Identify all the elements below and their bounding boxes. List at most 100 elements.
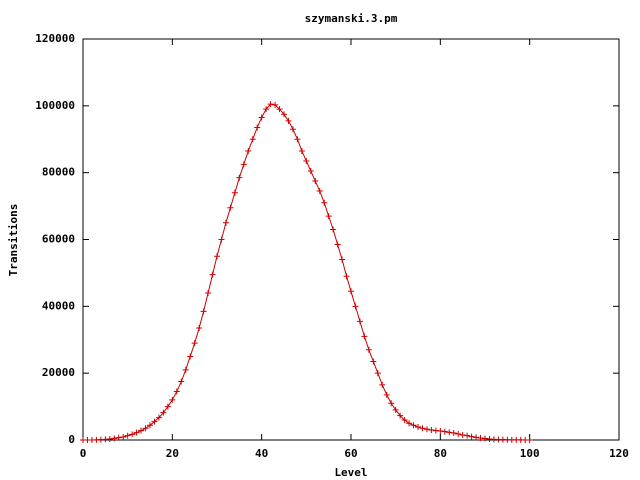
point-marker [267, 101, 274, 108]
point-marker [151, 418, 158, 425]
point-marker [169, 396, 176, 403]
point-marker [334, 241, 341, 248]
point-marker [419, 425, 426, 432]
point-marker [428, 426, 435, 433]
point-marker [348, 288, 354, 295]
point-marker [263, 106, 270, 113]
point-marker [227, 204, 234, 211]
point-marker [129, 431, 136, 438]
point-marker [281, 111, 287, 118]
point-marker [365, 346, 372, 353]
x-tick-label: 100 [520, 447, 540, 460]
x-tick-label: 40 [255, 447, 268, 460]
point-marker [133, 429, 140, 436]
x-tick-label: 120 [609, 447, 629, 460]
point-marker [160, 409, 167, 416]
point-marker [455, 430, 462, 437]
point-marker [147, 422, 153, 429]
point-marker [200, 308, 207, 315]
point-marker [138, 427, 145, 434]
point-marker [441, 428, 448, 435]
point-marker [410, 422, 417, 429]
point-marker [191, 340, 198, 347]
point-marker [446, 429, 453, 436]
point-marker [142, 425, 149, 432]
x-tick-label: 20 [166, 447, 179, 460]
point-marker [459, 431, 466, 438]
point-marker [245, 147, 252, 154]
point-marker [124, 432, 131, 439]
y-tick-label: 120000 [35, 32, 75, 45]
point-marker [468, 433, 475, 440]
y-tick-label: 40000 [42, 299, 75, 312]
x-tick-label: 80 [434, 447, 447, 460]
point-marker [236, 174, 243, 181]
point-marker [196, 325, 203, 332]
point-marker [303, 157, 310, 164]
point-marker [312, 178, 319, 185]
point-marker [254, 124, 261, 131]
point-marker [298, 147, 305, 154]
x-tick-label: 0 [80, 447, 87, 460]
point-marker [401, 416, 408, 423]
point-marker [321, 199, 328, 206]
point-marker [374, 370, 381, 377]
y-tick-label: 100000 [35, 99, 75, 112]
point-marker [379, 381, 386, 388]
point-marker [258, 114, 265, 121]
point-marker [289, 126, 296, 133]
point-marker [437, 427, 444, 434]
point-marker [222, 219, 229, 226]
point-marker [178, 378, 185, 385]
point-marker [352, 303, 359, 310]
y-tick-label: 0 [68, 433, 75, 446]
point-marker [370, 358, 377, 365]
point-marker [182, 366, 189, 373]
point-marker [240, 161, 247, 168]
point-marker [205, 289, 212, 296]
point-marker [106, 435, 113, 442]
point-marker [330, 226, 337, 233]
point-marker [276, 106, 283, 113]
point-marker [343, 273, 350, 280]
point-marker [218, 236, 225, 243]
y-tick-label: 80000 [42, 166, 75, 179]
plot-border [82, 38, 620, 441]
point-marker [383, 391, 390, 398]
point-marker [115, 434, 122, 441]
y-axis-label: Transitions [7, 204, 20, 277]
point-marker [285, 117, 292, 124]
point-marker [272, 101, 279, 108]
point-marker [473, 434, 480, 441]
point-marker [325, 213, 332, 220]
point-marker [339, 256, 346, 263]
point-marker [120, 433, 127, 440]
y-tick-label: 60000 [42, 233, 75, 246]
point-marker [477, 434, 484, 441]
point-marker [388, 400, 395, 407]
point-marker [173, 388, 180, 395]
point-marker [464, 432, 471, 439]
point-marker [423, 426, 430, 433]
series-line [83, 103, 530, 441]
x-axis-label: Level [334, 466, 367, 479]
point-marker [155, 414, 162, 421]
point-marker [415, 423, 421, 430]
point-marker [356, 318, 363, 325]
point-marker [187, 353, 194, 360]
point-marker [164, 403, 171, 410]
point-marker [392, 406, 399, 413]
point-marker [450, 429, 457, 436]
point-marker [231, 189, 238, 196]
point-marker [111, 435, 118, 442]
point-marker [209, 271, 216, 278]
point-marker [361, 333, 368, 340]
y-tick-label: 20000 [42, 366, 75, 379]
point-marker [214, 253, 220, 260]
point-marker [294, 136, 301, 143]
chart-title: szymanski.3.pm [305, 12, 398, 25]
point-marker [307, 167, 314, 174]
point-marker [406, 420, 413, 427]
